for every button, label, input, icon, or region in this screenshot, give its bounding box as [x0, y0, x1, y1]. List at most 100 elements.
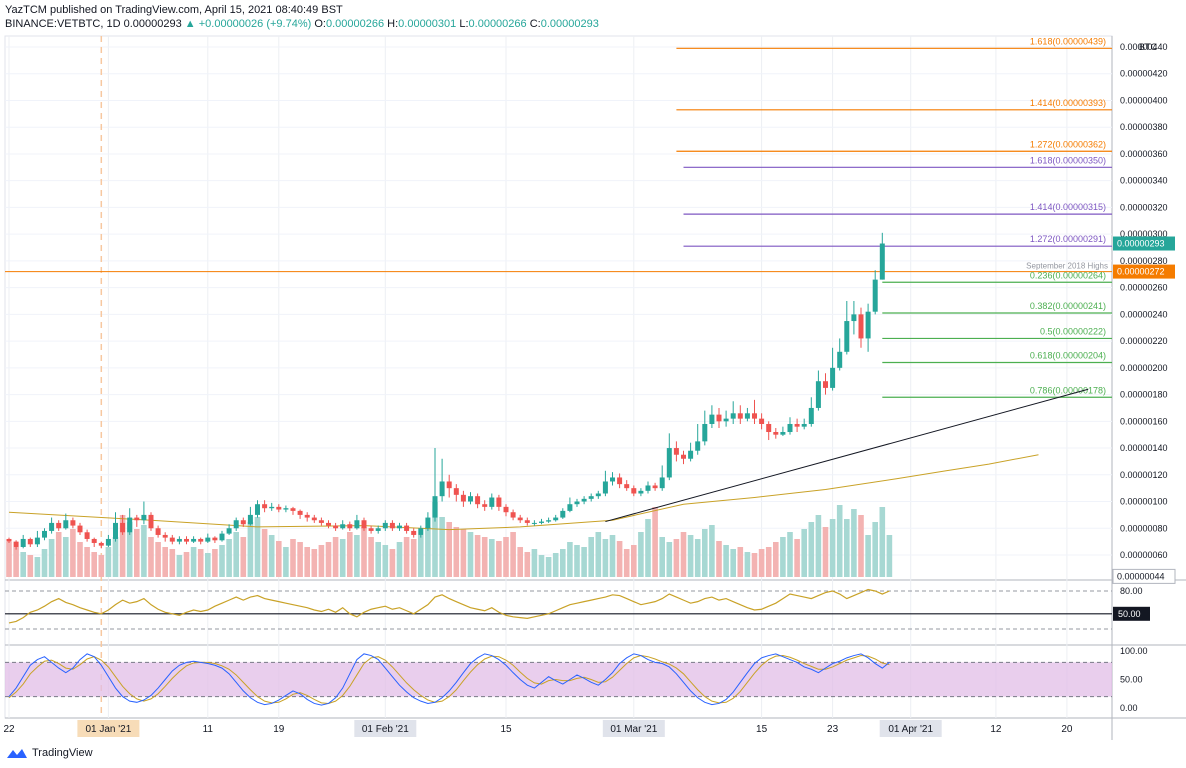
- volume-bar: [879, 507, 886, 577]
- volume-bar: [169, 549, 176, 577]
- volume-bar: [290, 539, 296, 577]
- volume-bar: [155, 542, 161, 577]
- candle-body: [120, 522, 126, 533]
- publisher-name[interactable]: YazTCM: [5, 4, 47, 16]
- candle-body: [27, 538, 33, 545]
- candle-body: [546, 520, 552, 522]
- candle-body: [737, 413, 743, 419]
- candle: [120, 514, 126, 535]
- fib-level-label: 1.618(0.00000350): [1030, 155, 1106, 165]
- candle: [468, 492, 473, 505]
- candle-body: [269, 506, 275, 509]
- candle-body: [645, 485, 651, 491]
- candle: [311, 514, 317, 523]
- candle-body: [404, 525, 410, 531]
- candle: [34, 530, 40, 547]
- fib-level-label: 1.272(0.00000291): [1030, 234, 1106, 244]
- volume-bar: [268, 535, 275, 577]
- volume-bar: [844, 519, 850, 577]
- volume-bar: [347, 532, 353, 577]
- volume-bar: [481, 537, 488, 577]
- candle-body: [574, 501, 580, 505]
- low-value: 0.00000266: [468, 18, 527, 30]
- volume-bar: [702, 529, 708, 577]
- candle-body: [240, 520, 246, 525]
- candle: [539, 518, 544, 525]
- volume-bar: [552, 553, 559, 577]
- volume-bar: [794, 539, 800, 577]
- candle: [191, 536, 197, 543]
- volume-bar: [666, 542, 673, 577]
- volume-bar: [730, 549, 736, 577]
- candle: [723, 410, 729, 427]
- candle: [91, 537, 97, 547]
- candle-body: [247, 514, 253, 525]
- volume-bar: [723, 545, 729, 577]
- volume-bar: [410, 539, 417, 577]
- candle-body: [872, 279, 878, 312]
- candle-body: [602, 481, 608, 494]
- candle: [184, 536, 189, 545]
- candle: [858, 307, 864, 348]
- candle-body: [815, 381, 821, 408]
- price-label-text: 0.00000044: [1117, 571, 1165, 581]
- candle: [588, 493, 594, 502]
- candle: [780, 426, 786, 437]
- volume-bar: [588, 537, 594, 577]
- volume-bar: [283, 547, 289, 577]
- volume-bar: [716, 541, 722, 577]
- fib-level-label: 0.5(0.00000222): [1040, 326, 1106, 336]
- rsi-badge: [1113, 606, 1150, 621]
- volume-bar: [751, 553, 758, 577]
- volume-bar: [673, 539, 680, 577]
- tradingview-logo[interactable]: TradingView: [6, 747, 93, 759]
- candle-body: [787, 423, 793, 433]
- candle-body: [482, 504, 488, 507]
- candle-body: [617, 477, 623, 485]
- rsi-badge-text: 50.00: [1118, 609, 1141, 619]
- candle: [631, 485, 637, 497]
- candle: [766, 421, 772, 441]
- candle-body: [865, 311, 871, 339]
- candle: [716, 407, 722, 428]
- volume-bar: [297, 542, 303, 577]
- volume-bar: [453, 527, 460, 577]
- candle-body: [226, 528, 232, 534]
- volume-bar: [709, 525, 715, 577]
- candle-body: [673, 448, 679, 455]
- candle-body: [98, 542, 104, 546]
- candle-body: [638, 490, 644, 494]
- volume-bar: [190, 547, 197, 577]
- volume-bar: [616, 541, 623, 577]
- volume-bar: [339, 539, 346, 577]
- x-tick-highlight: [77, 720, 140, 737]
- fib-level-label: 1.414(0.00000393): [1030, 98, 1106, 108]
- volume-bar: [84, 547, 90, 577]
- y-tick-label: 0.00000220: [1120, 336, 1168, 346]
- candle-body: [70, 520, 76, 526]
- volume-bar: [368, 537, 374, 577]
- candle-body: [397, 525, 402, 529]
- y-tick-label: 0.00000260: [1120, 283, 1168, 293]
- candle-body: [333, 525, 339, 529]
- candle: [283, 505, 289, 513]
- fib-level-label: 1.618(0.00000439): [1030, 36, 1106, 46]
- candle-body: [127, 517, 133, 533]
- volume-bar: [836, 505, 843, 577]
- candle-body: [276, 506, 282, 510]
- candle-body: [595, 493, 601, 497]
- candle-body: [304, 514, 310, 518]
- candle: [503, 504, 509, 517]
- volume-bar: [77, 542, 83, 577]
- candle-body: [56, 522, 62, 529]
- candle: [318, 517, 324, 526]
- candle: [340, 520, 346, 530]
- candle: [496, 494, 502, 511]
- chart-canvas[interactable]: September 2018 Highs 1.618(0.00000439) 1.4…: [0, 0, 1186, 742]
- y-tick-label: 0.00000180: [1120, 390, 1168, 400]
- candle: [42, 528, 47, 541]
- volume-bar: [645, 519, 651, 577]
- y-tick-label: 0.00000200: [1120, 363, 1168, 373]
- candle: [212, 536, 218, 543]
- candle: [553, 514, 559, 522]
